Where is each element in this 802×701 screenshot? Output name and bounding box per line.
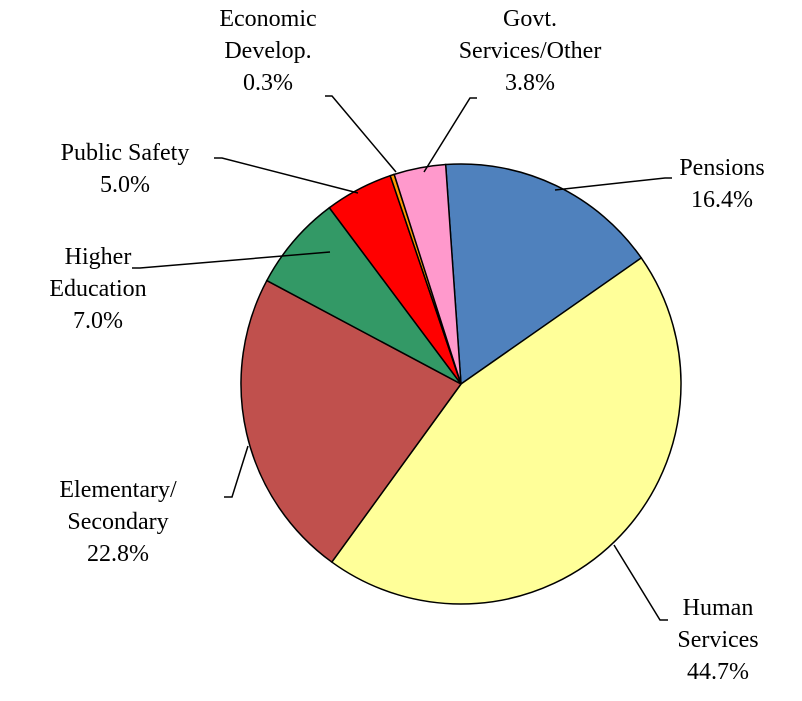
- pie-slice: [240, 279, 463, 564]
- category-label: Pensions: [679, 155, 765, 181]
- slice-label: Pensions 16.4%: [679, 152, 764, 216]
- slice-label: Economic Develop. 0.3%: [219, 3, 316, 99]
- value-label: 7.0%: [73, 308, 123, 334]
- slice-label: Human Services 44.7%: [677, 592, 758, 688]
- category-label: Higher Education: [49, 244, 147, 302]
- leader-line: [224, 445, 249, 498]
- slice-label: Public Safety 5.0%: [61, 137, 190, 201]
- pie-slice: [330, 256, 682, 605]
- leader-line: [325, 95, 397, 173]
- pie-slice: [393, 163, 462, 385]
- category-label: Elementary/ Secondary: [59, 477, 177, 535]
- slice-label: Elementary/ Secondary 22.8%: [59, 474, 176, 570]
- value-label: 0.3%: [243, 70, 293, 96]
- slice-label: Higher Education 7.0%: [49, 241, 146, 337]
- slice-label: Govt. Services/Other 3.8%: [459, 3, 602, 99]
- value-label: 3.8%: [505, 70, 555, 96]
- leader-line: [214, 157, 359, 194]
- pie-slice: [444, 163, 643, 386]
- leader-line: [423, 97, 477, 173]
- leader-line: [613, 544, 668, 621]
- category-label: Economic Develop.: [219, 6, 317, 64]
- category-label: Human Services: [677, 595, 759, 653]
- category-label: Govt. Services/Other: [458, 6, 602, 64]
- value-label: 44.7%: [687, 659, 749, 685]
- value-label: 5.0%: [100, 172, 150, 198]
- category-label: Public Safety: [60, 140, 190, 166]
- leader-line: [132, 251, 331, 269]
- leader-line: [554, 177, 672, 191]
- value-label: 22.8%: [87, 541, 149, 567]
- value-label: 16.4%: [690, 187, 753, 213]
